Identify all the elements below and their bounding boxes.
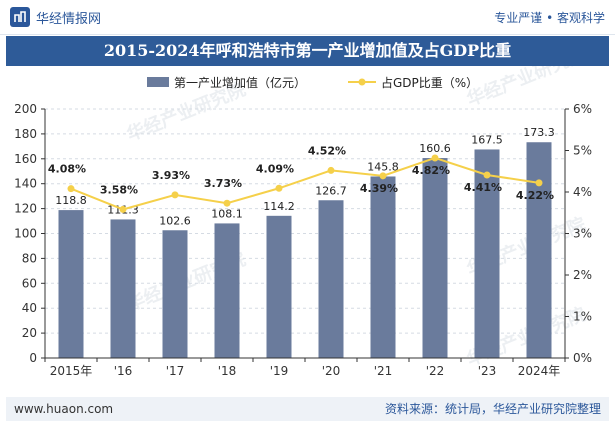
- axes: 0 20 40 60 80 100 120 140 160 180 200 0% 1% 2% 3% 4% 5% 6…: [14, 102, 592, 378]
- footer-source: 资料来源：统计局，华经产业研究院整理: [384, 402, 601, 416]
- bar: [162, 230, 188, 358]
- x-tick-label: 2024年: [518, 364, 561, 378]
- line-point: [327, 166, 335, 174]
- line-point: [535, 179, 543, 187]
- line-point: [431, 154, 439, 162]
- bar-value-label: 114.2: [263, 200, 295, 213]
- line-point: [483, 171, 491, 179]
- y-right-tick-label: 0%: [573, 351, 592, 365]
- legend-line-marker: [358, 78, 366, 86]
- percent-label: 4.52%: [308, 144, 346, 157]
- footer: www.huaon.com 资料来源：统计局，华经产业研究院整理: [6, 397, 609, 421]
- x-tick-label: '18: [218, 364, 237, 378]
- y-left-tick-label: 200: [14, 102, 37, 116]
- bar-value-label: 108.1: [211, 207, 243, 220]
- bar: [474, 149, 500, 358]
- bar: [526, 142, 552, 358]
- watermark: 华经产业研究院: [464, 66, 589, 111]
- line-point: [171, 191, 179, 199]
- brand[interactable]: 华经情报网: [10, 7, 101, 27]
- percent-label: 4.22%: [516, 189, 554, 202]
- percent-label: 4.39%: [360, 182, 398, 195]
- bar-value-label: 160.6: [419, 142, 451, 155]
- watermarks: 华经产业研究院华经产业研究院华经产业研究院华经产业研究院华经产业研究院: [124, 66, 589, 371]
- bar: [214, 223, 240, 358]
- y-right-tick-label: 6%: [573, 102, 592, 116]
- line-point: [379, 172, 387, 180]
- x-tick-label: '23: [478, 364, 497, 378]
- y-left-tick-label: 80: [22, 251, 37, 265]
- y-right-tick-label: 5%: [573, 144, 592, 158]
- brand-name: 华经情报网: [36, 11, 102, 27]
- footer-url[interactable]: www.huaon.com: [14, 402, 114, 416]
- line-point: [223, 199, 231, 207]
- percent-label: 4.09%: [256, 162, 294, 175]
- top-bar: 华经情报网 专业严谨 • 客观科学: [0, 0, 615, 35]
- percent-label: 4.82%: [412, 164, 450, 177]
- line-point: [119, 205, 127, 213]
- y-right-tick-label: 4%: [573, 185, 592, 199]
- y-left-tick-label: 0: [29, 351, 37, 365]
- x-tick-label: '21: [374, 364, 393, 378]
- slogan: 专业严谨 • 客观科学: [494, 11, 605, 25]
- x-tick-label: '16: [114, 364, 133, 378]
- logo-icon: [10, 7, 30, 27]
- line-point: [275, 184, 283, 192]
- bar: [422, 158, 448, 358]
- chart: 华经产业研究院华经产业研究院华经产业研究院华经产业研究院华经产业研究院 118.…: [14, 66, 592, 378]
- chart-title: 2015-2024年呼和浩特市第一产业增加值及占GDP比重: [6, 36, 609, 66]
- percent-label: 3.73%: [204, 177, 242, 190]
- x-tick-label: '22: [426, 364, 445, 378]
- y-left-tick-label: 100: [14, 227, 37, 241]
- y-left-tick-label: 40: [22, 301, 37, 315]
- bar: [266, 215, 292, 358]
- bar-series: 118.8111.3102.6108.1114.2126.7145.8160.6…: [55, 126, 555, 358]
- legend: 第一产业增加值（亿元） 占GDP比重（%）: [147, 75, 478, 90]
- x-tick-label: '17: [166, 364, 185, 378]
- bar: [58, 210, 84, 358]
- y-left-tick-label: 60: [22, 276, 37, 290]
- bar-value-label: 126.7: [315, 184, 347, 197]
- legend-line-label: 占GDP比重（%）: [381, 75, 478, 90]
- percent-label: 4.08%: [48, 163, 86, 176]
- line-point: [67, 185, 75, 193]
- bar-value-label: 173.3: [523, 126, 555, 139]
- y-left-tick-label: 140: [14, 177, 37, 191]
- line-path: [70, 156, 540, 211]
- percent-label: 3.93%: [152, 169, 190, 182]
- bar-value-label: 102.6: [159, 214, 191, 227]
- y-right-tick-label: 2%: [573, 268, 592, 282]
- legend-bar-label: 第一产业增加值（亿元）: [174, 75, 306, 90]
- x-tick-label: 2015年: [50, 364, 93, 378]
- legend-bar-swatch: [147, 77, 169, 87]
- y-left-tick-label: 180: [14, 127, 37, 141]
- bar: [110, 219, 136, 358]
- percent-label: 3.58%: [100, 183, 138, 196]
- x-tick-label: '20: [322, 364, 341, 378]
- bar-value-label: 167.5: [471, 133, 503, 146]
- bar-value-label: 145.8: [367, 160, 399, 173]
- y-right-tick-label: 1%: [573, 310, 592, 324]
- bar-value-label: 118.8: [55, 194, 87, 207]
- bar: [370, 176, 396, 358]
- y-right-tick-label: 3%: [573, 227, 592, 241]
- y-left-tick-label: 20: [22, 326, 37, 340]
- y-left-tick-label: 120: [14, 202, 37, 216]
- bar: [318, 200, 344, 358]
- percent-label: 4.41%: [464, 181, 502, 194]
- line-series: 4.08% 3.58% 3.93% 3.73% 4.09% 4.52% 4.39% 4.82%…: [48, 144, 554, 213]
- y-left-tick-label: 160: [14, 152, 37, 166]
- x-tick-label: '19: [270, 364, 289, 378]
